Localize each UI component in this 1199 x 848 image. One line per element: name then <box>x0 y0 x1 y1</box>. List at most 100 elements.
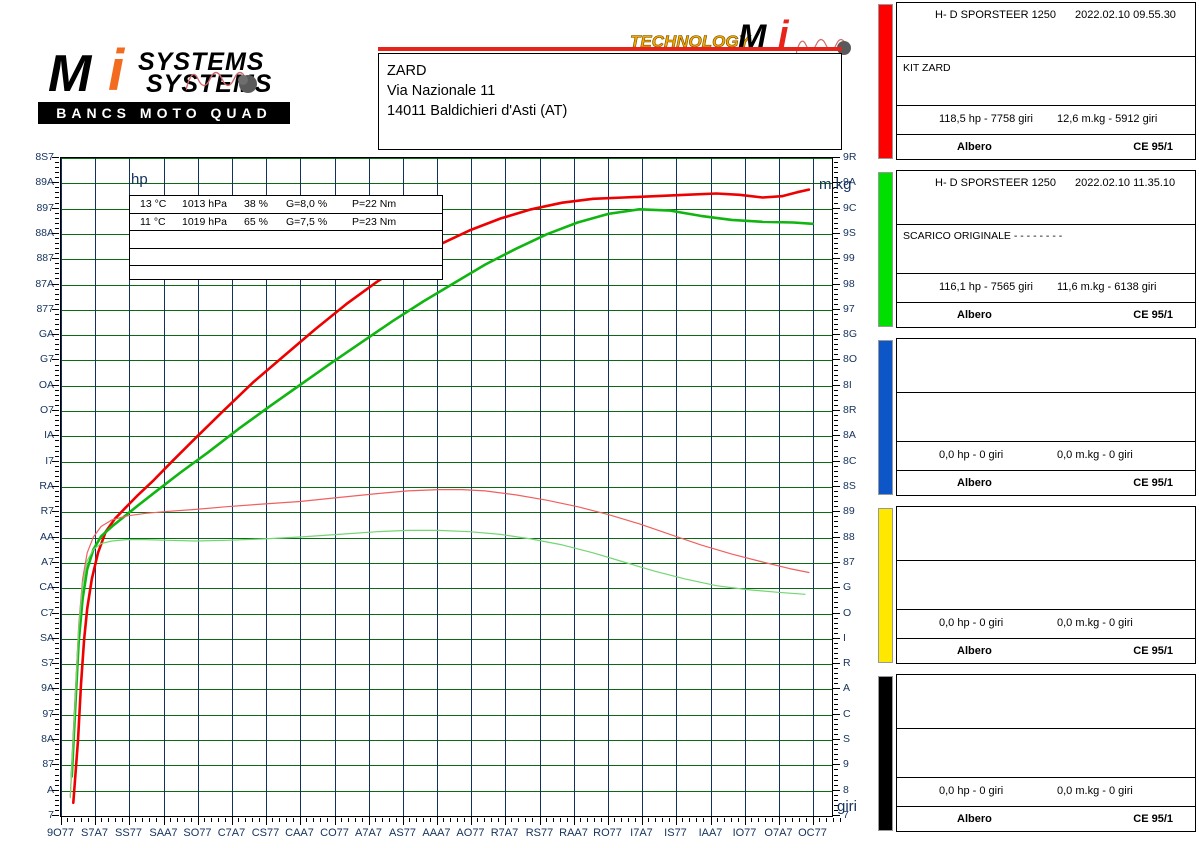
x-axis-major-tick <box>778 817 780 825</box>
x-axis-major-tick <box>163 817 165 825</box>
y-axis-right-minor-tick <box>834 602 838 604</box>
x-axis-major-tick <box>470 817 472 825</box>
run-standard: CE 95/1 <box>1133 309 1173 321</box>
y-axis-right-minor-tick <box>834 566 838 568</box>
y-axis-left-tick-label: O7 <box>39 404 54 417</box>
run-peak-torque: 0,0 m.kg - 0 giri <box>1057 617 1133 629</box>
curve-layer <box>69 188 814 805</box>
y-axis-left-tick-label: 897 <box>36 201 54 214</box>
run-standard-row: Albero CE 95/1 <box>897 639 1195 666</box>
x-axis-minor-tick <box>553 818 555 822</box>
x-axis-tick-label: CS77 <box>251 827 280 839</box>
y-axis-right-minor-tick <box>834 197 838 199</box>
run-description-row <box>897 393 1195 442</box>
y-axis-right-minor-tick <box>834 475 838 477</box>
y-axis-left-minor-tick <box>55 298 59 300</box>
y-axis-left-tick-label: 88A <box>35 226 54 239</box>
y-axis-right-minor-tick <box>834 374 838 376</box>
y-axis-left-minor-tick <box>55 329 59 331</box>
run-card[interactable]: 0,0 hp - 0 giri 0,0 m.kg - 0 giri Albero CE… <box>870 674 1199 834</box>
ambient-humidity: 38 % <box>244 198 268 210</box>
run-results-row: 118,5 hp - 7758 giri 12,6 m.kg - 5912 gir… <box>897 106 1195 135</box>
x-axis-tick-label: OC77 <box>798 827 827 839</box>
run-card[interactable]: H- D SPORSTEER 1250 2022.02.10 11.35.10 SC… <box>870 170 1199 330</box>
y-axis-left-minor-tick <box>55 278 59 280</box>
x-axis-minor-tick <box>662 818 663 822</box>
y-axis-right-minor-tick <box>834 744 838 746</box>
y-axis-left-tick-label: 87 <box>42 758 54 771</box>
y-axis-right-tick-label: G <box>843 581 852 594</box>
y-axis-right-minor-tick <box>834 420 838 422</box>
x-axis-minor-tick <box>546 818 548 822</box>
ambient-temperature: 13 °C <box>140 198 167 210</box>
y-axis-right-major-tick <box>833 637 840 639</box>
run-card[interactable]: H- D SPORSTEER 1250 2022.02.10 09.55.30 KI… <box>870 2 1199 162</box>
y-axis-left-minor-tick <box>55 222 59 224</box>
y-axis-right-tick-label: 9C <box>843 201 857 214</box>
y-axis-left-minor-tick <box>55 339 59 341</box>
y-axis-left-minor-tick <box>55 774 59 776</box>
run-description-row: KIT ZARD <box>897 57 1195 106</box>
y-axis-right-minor-tick <box>834 759 838 761</box>
x-axis-minor-tick <box>218 818 219 822</box>
x-axis-tick-label: SAA7 <box>149 827 178 839</box>
x-axis-minor-tick <box>518 818 520 822</box>
y-axis-right-minor-tick <box>834 192 838 194</box>
x-axis-minor-tick <box>375 818 377 822</box>
x-axis-major-tick <box>334 817 336 825</box>
y-axis-right-minor-tick <box>834 673 838 675</box>
run-card[interactable]: 0,0 hp - 0 giri 0,0 m.kg - 0 giri Albero CE… <box>870 506 1199 666</box>
x-axis-tick-label: CO77 <box>320 827 349 839</box>
run-timestamp: 2022.02.10 11.35.10 <box>1075 177 1176 189</box>
y-axis-right-title: m.kg <box>819 176 852 193</box>
y-axis-right-minor-tick <box>834 622 838 624</box>
y-axis-left-major-tick <box>52 789 59 791</box>
x-axis-major-tick <box>402 817 404 825</box>
y-axis-left-minor-tick <box>55 430 59 432</box>
y-axis-right-minor-tick <box>834 501 838 503</box>
y-axis-right-minor-tick <box>834 617 838 619</box>
y-axis-left-minor-tick <box>55 602 59 604</box>
x-axis-minor-tick <box>655 818 657 822</box>
x-axis-minor-tick <box>224 818 226 822</box>
y-axis-left-minor-tick <box>55 217 59 219</box>
y-axis-left-minor-tick <box>55 744 59 746</box>
x-axis-tick-label: C7A7 <box>217 827 246 839</box>
y-axis-left-minor-tick <box>55 187 59 189</box>
x-axis-tick-label: IS77 <box>664 827 687 839</box>
y-axis-left-minor-tick <box>55 703 59 705</box>
run-vehicle-name: H- D SPORSTEER 1250 <box>935 9 1057 21</box>
x-axis-minor-tick <box>286 818 287 822</box>
logo-systems-top: SYSTEMS <box>138 48 265 76</box>
x-axis-tick-label: 9O77 <box>47 827 74 839</box>
x-axis-minor-tick <box>443 818 445 822</box>
run-description-row: SCARICO ORIGINALE - - - - - - - - <box>897 225 1195 274</box>
y-axis-left-major-tick <box>52 536 59 538</box>
y-axis-left-minor-tick <box>55 627 59 629</box>
x-axis-minor-tick <box>355 818 356 822</box>
y-axis-right-minor-tick <box>834 278 838 280</box>
y-axis-right-major-tick <box>833 334 840 336</box>
y-axis-left-major-tick <box>52 637 59 639</box>
y-axis-right-minor-tick <box>834 293 838 295</box>
y-axis-left-minor-tick <box>55 673 59 675</box>
x-axis-minor-tick <box>463 818 465 822</box>
y-axis-right-minor-tick <box>834 212 838 214</box>
y-axis-left-major-tick <box>52 157 59 158</box>
y-axis-left-minor-tick <box>55 227 59 229</box>
y-axis-left-major-tick <box>52 663 59 665</box>
x-axis-tick-label: AO77 <box>456 827 485 839</box>
y-axis-left-minor-tick <box>55 516 59 518</box>
y-axis-right-minor-tick <box>834 703 838 705</box>
run-card[interactable]: 0,0 hp - 0 giri 0,0 m.kg - 0 giri Albero CE… <box>870 338 1199 498</box>
y-axis-left-minor-tick <box>55 253 59 255</box>
x-axis-tick-label: S7A7 <box>81 827 108 839</box>
y-axis-left-minor-tick <box>55 212 59 214</box>
run-identity-row <box>897 675 1195 729</box>
logo-tagline-bar: BANCS MOTO QUAD <box>38 102 290 124</box>
logo-letter-m: M <box>48 45 91 103</box>
x-axis-tick-label: RAA7 <box>559 827 588 839</box>
x-axis-minor-tick <box>348 818 350 822</box>
x-axis-minor-tick <box>826 818 828 822</box>
run-card-body: 0,0 hp - 0 giri 0,0 m.kg - 0 giri Albero CE… <box>896 338 1196 496</box>
